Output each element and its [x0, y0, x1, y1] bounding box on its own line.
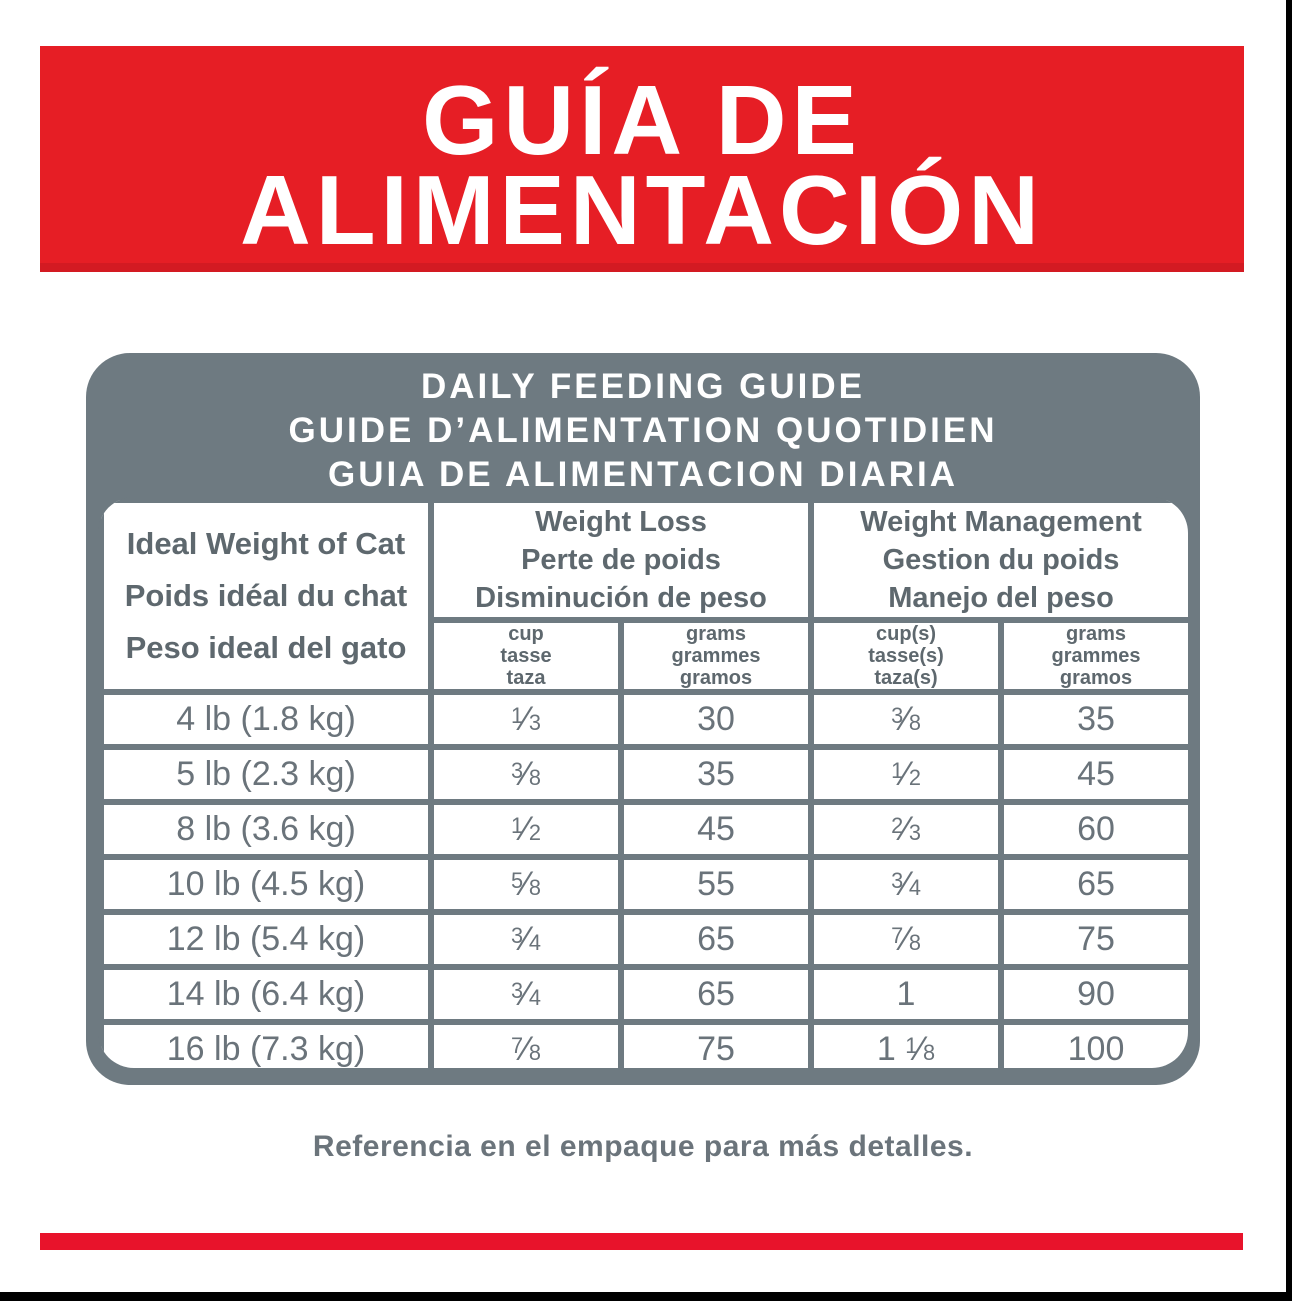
- wm-grams-cell: 60: [998, 799, 1188, 860]
- wm-cups-cell: 7⁄8: [808, 909, 1005, 970]
- weight-loss-line-fr: Perte de poids: [521, 544, 721, 576]
- wl-cup-line-2: tasse: [500, 645, 552, 667]
- wm-grams-cell: 75: [998, 909, 1188, 970]
- wl-cup-line-3: taza: [506, 667, 546, 689]
- wm-grams-cell: 100: [998, 1019, 1188, 1068]
- right-black-edge: [1286, 0, 1292, 1301]
- card-title-line-english: DAILY FEEDING GUIDE: [420, 367, 866, 406]
- bottom-red-strip: [40, 1233, 1243, 1250]
- weight-cell: 5 lb (2.3 kg): [98, 744, 434, 805]
- card-title-line-french: GUIDE D’ALIMENTATION QUOTIDIEN: [288, 411, 998, 450]
- table-row: 16 lb (7.3 kg) 7⁄8 75 1 1⁄8 100: [98, 1019, 1188, 1068]
- wl-grams-cell: 55: [617, 854, 815, 915]
- wm-cups-line-3: taza(s): [874, 667, 938, 689]
- wl-cup-cell: 5⁄8: [428, 854, 624, 915]
- wm-cups-cell: 1: [808, 964, 1005, 1025]
- top-banner: GUÍA DE ALIMENTACIÓN: [40, 46, 1244, 272]
- wl-grams-cell: 65: [617, 964, 815, 1025]
- feeding-table-wrapper: Ideal Weight of Cat Poids idéal du chat …: [98, 497, 1188, 1068]
- wl-grams-cell: 30: [617, 689, 815, 750]
- wm-cups-cell: 1⁄2: [808, 744, 1005, 805]
- wl-grams-line-1: grams: [685, 623, 747, 645]
- wm-grams-line-3: gramos: [1059, 667, 1133, 689]
- wl-cup-cell: 1⁄3: [428, 689, 624, 750]
- weight-management-header: Weight Management Gestion du poids Manej…: [808, 497, 1188, 623]
- weight-management-line-fr: Gestion du poids: [882, 544, 1120, 576]
- card-title: DAILY FEEDING GUIDE GUIDE D’ALIMENTATION…: [86, 365, 1200, 497]
- ideal-weight-header: Ideal Weight of Cat Poids idéal du chat …: [98, 497, 434, 695]
- wl-grams-line-2: grammes: [671, 645, 761, 667]
- ideal-weight-line-fr: Poids idéal du chat: [124, 578, 408, 613]
- table-row: 12 lb (5.4 kg) 3⁄4 65 7⁄8 75: [98, 909, 1188, 970]
- weight-loss-header: Weight Loss Perte de poids Disminución d…: [427, 497, 815, 623]
- bottom-black-edge: [0, 1292, 1292, 1301]
- feeding-guide-card: DAILY FEEDING GUIDE GUIDE D’ALIMENTATION…: [86, 353, 1200, 1085]
- weight-cell: 10 lb (4.5 kg): [98, 854, 434, 915]
- wl-cup-cell: 3⁄4: [428, 909, 624, 970]
- weight-loss-line-es: Disminución de peso: [475, 582, 767, 614]
- wm-grams-line-2: grammes: [1051, 645, 1141, 667]
- wm-grams-subheader: grams grammes gramos: [998, 617, 1188, 695]
- ideal-weight-line-es: Peso ideal del gato: [125, 630, 407, 665]
- table-row: 14 lb (6.4 kg) 3⁄4 65 1 90: [98, 964, 1188, 1025]
- weight-management-line-es: Manejo del peso: [888, 582, 1114, 614]
- weight-cell: 16 lb (7.3 kg): [98, 1019, 434, 1068]
- wm-cups-subheader: cup(s) tasse(s) taza(s): [808, 617, 1005, 695]
- banner-title-line-2: ALIMENTACIÓN: [240, 155, 1044, 265]
- wm-cups-cell: 3⁄4: [808, 854, 1005, 915]
- weight-cell: 4 lb (1.8 kg): [98, 689, 434, 750]
- wl-cup-subheader: cup tasse taza: [428, 617, 624, 695]
- weight-cell: 8 lb (3.6 kg): [98, 799, 434, 860]
- banner-title-line-1: GUÍA DE: [422, 65, 862, 175]
- table-row: 5 lb (2.3 kg) 3⁄8 35 1⁄2 45: [98, 744, 1188, 805]
- table-row: 10 lb (4.5 kg) 5⁄8 55 3⁄4 65: [98, 854, 1188, 915]
- feeding-table: Ideal Weight of Cat Poids idéal du chat …: [98, 497, 1188, 1068]
- header-row-units: cup tasse taza grams grammes gramos cup(…: [101, 617, 1188, 695]
- weight-cell: 14 lb (6.4 kg): [98, 964, 434, 1025]
- wl-cup-cell: 3⁄4: [428, 964, 624, 1025]
- wl-cup-line-1: cup: [508, 623, 544, 645]
- wl-grams-cell: 65: [617, 909, 815, 970]
- wm-grams-cell: 65: [998, 854, 1188, 915]
- header-row-groups: Ideal Weight of Cat Poids idéal du chat …: [98, 497, 1188, 695]
- wl-cup-cell: 7⁄8: [428, 1019, 624, 1068]
- weight-cell: 12 lb (5.4 kg): [98, 909, 434, 970]
- ideal-weight-line-en: Ideal Weight of Cat: [126, 526, 406, 561]
- table-row: 8 lb (3.6 kg) 1⁄2 45 2⁄3 60: [98, 799, 1188, 860]
- weight-loss-line-en: Weight Loss: [535, 506, 707, 538]
- wm-cups-line-1: cup(s): [876, 623, 937, 645]
- footnote-text: Referencia en el empaque para más detall…: [312, 1130, 974, 1163]
- wl-grams-cell: 75: [617, 1019, 815, 1068]
- wm-cups-cell: 2⁄3: [808, 799, 1005, 860]
- wl-grams-cell: 45: [617, 799, 815, 860]
- wm-cups-cell: 3⁄8: [808, 689, 1005, 750]
- wm-cups-cell: 1 1⁄8: [808, 1019, 1005, 1068]
- wl-grams-cell: 35: [617, 744, 815, 805]
- table-row: 4 lb (1.8 kg) 1⁄3 30 3⁄8 35: [98, 689, 1188, 750]
- wm-grams-line-1: grams: [1066, 623, 1127, 645]
- wl-cup-cell: 1⁄2: [428, 799, 624, 860]
- weight-management-line-en: Weight Management: [860, 506, 1142, 538]
- wm-grams-cell: 35: [998, 689, 1188, 750]
- wm-grams-cell: 90: [998, 964, 1188, 1025]
- wl-cup-cell: 3⁄8: [428, 744, 624, 805]
- wm-grams-cell: 45: [998, 744, 1188, 805]
- wl-grams-line-3: gramos: [679, 667, 753, 689]
- wm-cups-line-2: tasse(s): [868, 645, 944, 667]
- card-title-line-spanish: GUIA DE ALIMENTACION DIARIA: [328, 455, 958, 494]
- wl-grams-subheader: grams grammes gramos: [617, 617, 815, 695]
